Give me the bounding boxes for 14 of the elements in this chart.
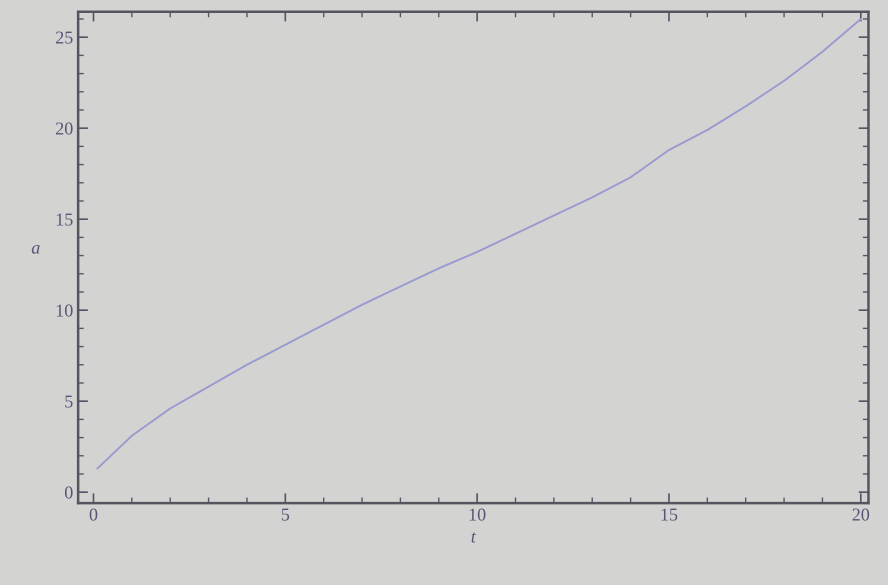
y-axis-title: a <box>32 245 40 254</box>
y-tick-label: 25 <box>56 31 73 44</box>
x-tick-label: 0 <box>90 508 98 521</box>
x-tick-label: 10 <box>470 508 486 521</box>
x-axis-title: t <box>472 532 476 543</box>
y-tick-label: 5 <box>65 396 73 408</box>
y-tick-label: 20 <box>56 122 73 135</box>
y-tick-label: 15 <box>56 214 73 226</box>
line-series <box>96 18 862 470</box>
x-tick-label: 5 <box>282 508 290 521</box>
y-tick-label: 0 <box>64 486 73 499</box>
x-tick-label: 15 <box>662 508 678 521</box>
y-tick-label: 10 <box>56 304 73 317</box>
x-tick-label: 20 <box>852 508 870 521</box>
